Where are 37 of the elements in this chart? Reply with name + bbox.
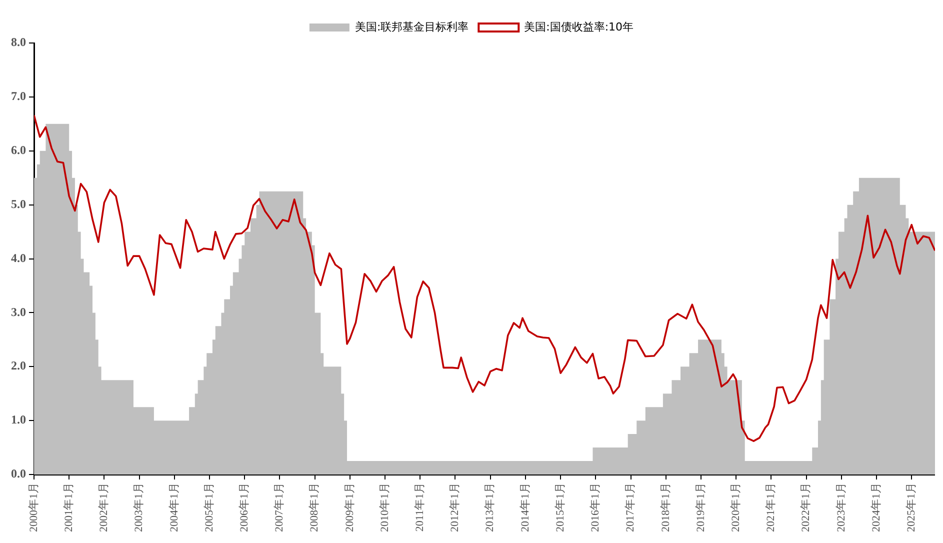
x-tick-label: 2001年1月 [62, 482, 75, 532]
x-tick-label: 2000年1月 [28, 482, 40, 532]
x-tick-label: 2024年1月 [870, 482, 882, 532]
x-tick-label: 2010年1月 [378, 482, 391, 532]
x-tick-label: 2019年1月 [694, 482, 707, 532]
y-tick-label: 7.0 [11, 89, 26, 104]
x-tick-label: 2005年1月 [203, 482, 216, 532]
x-tick-label: 2016年1月 [590, 482, 602, 532]
x-tick-label: 2011年1月 [414, 482, 426, 532]
x-tick-label: 2002年1月 [98, 482, 110, 532]
y-tick-label: 1.0 [11, 412, 26, 427]
legend-label: 美国:联邦基金目标利率 [354, 20, 469, 34]
x-tick-label: 2015年1月 [554, 482, 566, 532]
x-tick-label: 2014年1月 [519, 482, 532, 532]
x-tick-label: 2018年1月 [660, 482, 672, 532]
y-tick-label: 3.0 [11, 304, 26, 319]
x-tick-label: 2022年1月 [800, 482, 812, 532]
legend-label: 美国:国债收益率:10年 [524, 20, 634, 34]
x-tick-label: 2006年1月 [238, 482, 251, 532]
x-tick-label: 2012年1月 [449, 482, 462, 532]
y-tick-label: 5.0 [11, 196, 26, 211]
x-tick-label: 2017年1月 [624, 482, 637, 532]
x-tick-label: 2003年1月 [133, 482, 146, 532]
y-tick-label: 8.0 [11, 35, 26, 50]
x-tick-label: 2021年1月 [765, 482, 778, 532]
x-tick-label: 2020年1月 [730, 482, 742, 532]
y-tick-label: 2.0 [11, 358, 26, 373]
y-tick-label: 4.0 [11, 250, 26, 265]
x-tick-label: 2004年1月 [168, 482, 180, 532]
x-tick-label: 2025年1月 [905, 482, 918, 532]
x-tick-label: 2009年1月 [344, 482, 356, 532]
x-tick-label: 2023年1月 [835, 482, 848, 532]
y-tick-label: 0.0 [11, 466, 26, 481]
x-tick-label: 2013年1月 [484, 482, 496, 532]
x-tick-label: 2007年1月 [274, 482, 286, 532]
y-tick-label: 6.0 [11, 142, 26, 157]
x-tick-label: 2008年1月 [308, 482, 321, 532]
